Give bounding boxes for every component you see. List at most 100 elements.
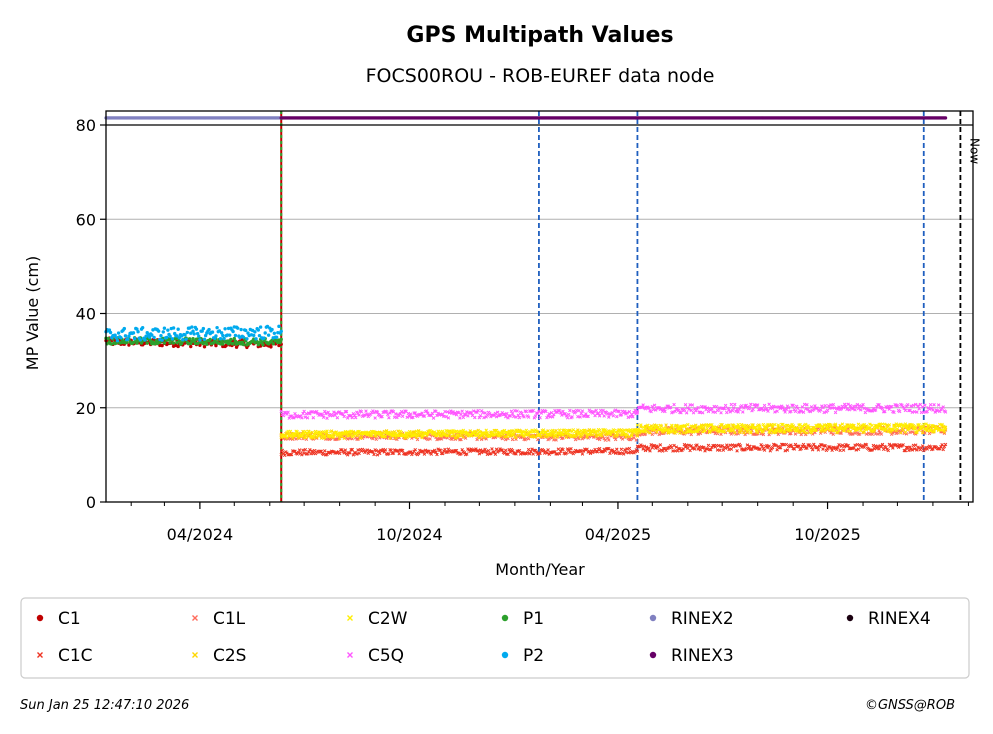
point-c1c [696,447,700,451]
point-c5q [791,403,795,408]
point-c5q [786,406,791,410]
point-c1c [301,448,305,453]
point-c2w [766,422,770,427]
point-c2w [510,433,515,437]
point-c2s [678,431,682,435]
point-c2w [387,430,391,434]
point-p2 [236,326,240,330]
point-c2w [763,427,768,431]
point-c5q [602,414,606,418]
point-c1c [483,447,487,452]
point-c5q [477,415,482,420]
series-rinex2 [104,116,283,120]
point-c2w [754,429,759,434]
point-c5q [526,415,531,419]
point-c2w [671,429,675,434]
point-c1c [303,447,308,452]
legend-label-c2w: C2W [368,609,408,629]
legend-marker-c1 [36,614,44,622]
point-c5q [352,413,357,418]
point-c1c [829,446,833,450]
point-c2w [744,426,748,430]
point-c1c [337,451,342,456]
point-c1c [656,445,660,449]
point-c1c [912,447,917,451]
point-c2w [557,428,562,432]
point-c5q [623,409,627,414]
legend-label-c2s: C2S [213,646,246,666]
point-c2w [707,429,712,434]
point-c1l [374,437,379,442]
point-c2w [829,423,833,427]
point-c1c [608,451,612,456]
point-c1c [342,451,346,455]
point-c2w [822,423,826,427]
point-c1c [820,443,824,447]
point-c2w [629,433,634,437]
point-c5q [737,407,742,412]
point-p1 [279,337,283,342]
point-c2w [913,426,918,430]
point-c1l [831,432,836,436]
legend-marker-p2 [501,651,509,659]
point-c2w [445,433,450,438]
x-tick-label: 10/2024 [376,525,442,544]
plot-frame [105,110,974,503]
point-c5q [873,408,878,412]
point-c2w [860,425,864,430]
point-p2 [126,337,130,341]
point-p2 [217,329,222,333]
point-c2w [320,433,325,438]
point-c1c [706,443,711,448]
point-c2w [908,425,912,430]
point-c5q [722,406,727,411]
point-c1c [300,452,304,457]
point-c1c [429,452,434,456]
point-c2w [640,429,644,433]
point-c2w [657,427,661,431]
chart-title: GPS Multipath Values [406,23,673,48]
point-c2w [620,429,625,433]
point-c5q [663,409,667,414]
point-c5q [458,416,462,420]
point-c1c [886,448,891,453]
point-c5q [727,407,731,412]
point-c5q [936,403,941,407]
point-c5q [536,411,540,416]
point-c5q [482,415,486,420]
point-c2s [680,428,684,432]
point-c5q [784,407,789,411]
point-c1c [734,444,738,448]
y-tick-label-20: 20 [76,399,96,418]
point-c2w [284,434,288,438]
point-c1l [745,431,750,435]
point-c5q [870,409,874,413]
point-c5q [301,411,305,416]
point-c1l [689,432,694,437]
point-c5q [570,415,574,419]
point-c5q [384,410,389,414]
point-p1 [231,342,235,346]
point-p2 [108,330,113,335]
point-c1c [302,451,306,455]
point-p2 [147,335,152,339]
point-c1c [534,450,539,454]
legend-label-c1l: C1L [213,609,246,629]
point-c1c [643,448,648,453]
point-c2w [911,427,916,431]
point-c1c [805,446,809,450]
point-c5q [478,413,483,418]
point-c2w [692,424,697,429]
point-c5q [917,406,921,411]
point-p2 [265,324,270,329]
point-c1c [443,447,447,452]
point-c2w [902,424,907,428]
point-c5q [607,415,611,419]
point-c1c [514,452,518,456]
point-p2 [262,336,266,340]
point-c2w [700,429,705,434]
point-c5q [911,403,916,408]
point-c2w [455,433,460,437]
point-c1c [745,443,750,447]
